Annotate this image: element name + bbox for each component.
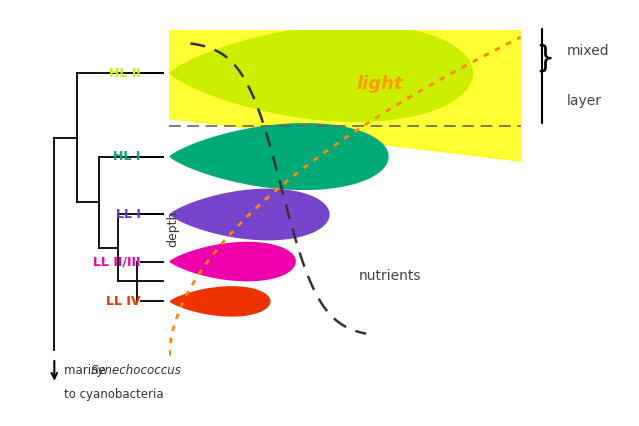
Text: depth: depth <box>166 211 180 247</box>
Polygon shape <box>169 286 270 317</box>
Text: LL IV: LL IV <box>106 295 141 308</box>
Polygon shape <box>169 123 389 190</box>
Text: Synechococcus: Synechococcus <box>91 364 181 377</box>
Polygon shape <box>169 242 296 281</box>
Text: light: light <box>357 75 403 93</box>
Text: LL II/III: LL II/III <box>93 255 141 268</box>
Text: mixed: mixed <box>566 44 609 58</box>
Text: to cyanobacteria: to cyanobacteria <box>64 388 164 401</box>
Text: layer: layer <box>566 94 601 108</box>
Text: nutrients: nutrients <box>359 269 422 283</box>
Text: HL I: HL I <box>113 150 141 163</box>
Text: marine: marine <box>64 364 109 377</box>
Polygon shape <box>169 23 528 162</box>
Text: LL I: LL I <box>116 208 141 221</box>
Text: HL II: HL II <box>109 67 141 80</box>
Polygon shape <box>169 189 330 240</box>
Text: }: } <box>535 43 554 72</box>
Polygon shape <box>169 25 473 122</box>
